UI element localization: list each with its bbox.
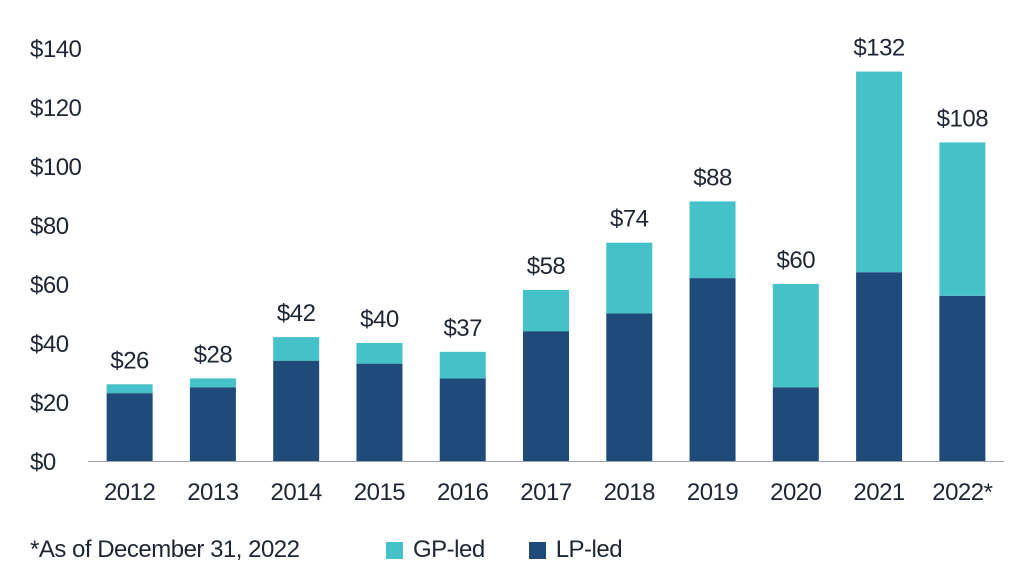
- x-tick-label: 2021: [853, 479, 905, 506]
- bar-gp-led: [856, 71, 903, 273]
- bar-gp-led: [189, 378, 236, 388]
- bar-gp-led: [523, 289, 569, 332]
- data-label-total: $26: [110, 347, 149, 374]
- legend-label-lp-led: LP-led: [555, 536, 623, 563]
- bar-gp-led: [106, 384, 153, 394]
- bar-gp-led: [273, 337, 320, 361]
- bar-lp-led: [856, 272, 903, 461]
- x-tick-label: 2017: [520, 479, 572, 506]
- data-label-total: $74: [610, 206, 649, 233]
- bar-lp-led: [689, 278, 736, 461]
- x-tick-label: 2015: [354, 479, 406, 506]
- legend: GP-led LP-led: [386, 536, 623, 564]
- data-label-total: $108: [937, 105, 989, 132]
- bar-lp-led: [439, 378, 486, 461]
- data-label-total: $132: [853, 35, 905, 62]
- legend-item-gp-led: GP-led: [386, 536, 485, 564]
- x-tick-label: 2019: [687, 479, 739, 506]
- data-label-total: $37: [443, 315, 482, 342]
- legend-label-gp-led: GP-led: [413, 536, 485, 563]
- data-label-total: $60: [777, 247, 816, 274]
- bar-gp-led: [772, 284, 819, 388]
- x-tick-label: 2012: [104, 479, 156, 506]
- y-tick-label: $0: [30, 449, 56, 476]
- bar-lp-led: [106, 393, 153, 461]
- y-tick-label: $20: [30, 390, 69, 417]
- bar-gp-led: [939, 142, 986, 296]
- data-label-total: $58: [527, 253, 566, 280]
- x-tick-label: 2013: [187, 479, 239, 506]
- data-label-total: $88: [693, 164, 732, 191]
- y-tick-label: $140: [30, 36, 82, 63]
- y-tick-label: $100: [30, 154, 82, 181]
- bar-lp-led: [772, 387, 819, 461]
- bar-lp-led: [523, 331, 569, 461]
- data-label-total: $28: [194, 341, 233, 368]
- x-tick-label: 2020: [770, 479, 822, 506]
- y-tick-label: $80: [30, 213, 69, 240]
- x-tick-label: 2014: [270, 479, 322, 506]
- y-tick-label: $120: [30, 95, 82, 122]
- x-tick-label: 2022*: [932, 479, 992, 506]
- legend-swatch-gp-led: [386, 541, 403, 559]
- y-tick-label: $60: [30, 272, 69, 299]
- bar-lp-led: [273, 360, 320, 461]
- x-tick-label: 2018: [604, 479, 656, 506]
- data-label-total: $42: [277, 300, 316, 327]
- bar-lp-led: [939, 295, 986, 461]
- y-tick-label: $40: [30, 331, 69, 358]
- legend-item-lp-led: LP-led: [528, 536, 623, 564]
- legend-swatch-lp-led: [528, 541, 546, 559]
- bar-gp-led: [439, 351, 486, 379]
- bar-gp-led: [356, 343, 403, 364]
- bar-lp-led: [356, 363, 403, 461]
- bar-lp-led: [189, 387, 236, 461]
- bar-gp-led: [606, 242, 653, 314]
- footnote: *As of December 31, 2022: [30, 536, 300, 563]
- bar-lp-led: [606, 313, 653, 461]
- bar-gp-led: [689, 201, 736, 279]
- x-tick-label: 2016: [437, 479, 489, 506]
- data-label-total: $40: [360, 306, 399, 333]
